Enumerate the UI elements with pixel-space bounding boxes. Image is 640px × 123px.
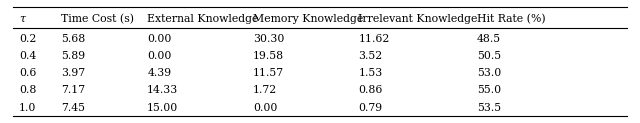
Text: Irrelevant Knowledge: Irrelevant Knowledge [358, 14, 478, 24]
Text: 48.5: 48.5 [477, 34, 501, 44]
Text: 4.39: 4.39 [147, 68, 172, 78]
Text: Memory Knowledge: Memory Knowledge [253, 14, 363, 24]
Text: 30.30: 30.30 [253, 34, 284, 44]
Text: Hit Rate (%): Hit Rate (%) [477, 14, 545, 24]
Text: 14.33: 14.33 [147, 85, 179, 95]
Text: External Knowledge: External Knowledge [147, 14, 259, 24]
Text: 50.5: 50.5 [477, 51, 501, 61]
Text: 19.58: 19.58 [253, 51, 284, 61]
Text: 53.5: 53.5 [477, 103, 501, 113]
Text: 0.8: 0.8 [19, 85, 36, 95]
Text: 1.0: 1.0 [19, 103, 36, 113]
Text: 5.89: 5.89 [61, 51, 85, 61]
Text: 7.45: 7.45 [61, 103, 84, 113]
Text: 3.97: 3.97 [61, 68, 85, 78]
Text: 53.0: 53.0 [477, 68, 501, 78]
Text: 0.00: 0.00 [147, 34, 172, 44]
Text: 15.00: 15.00 [147, 103, 179, 113]
Text: 0.2: 0.2 [19, 34, 36, 44]
Text: 0.00: 0.00 [147, 51, 172, 61]
Text: 0.6: 0.6 [19, 68, 36, 78]
Text: 55.0: 55.0 [477, 85, 501, 95]
Text: 0.86: 0.86 [358, 85, 383, 95]
Text: 5.68: 5.68 [61, 34, 85, 44]
Text: 0.4: 0.4 [19, 51, 36, 61]
Text: 1.53: 1.53 [358, 68, 383, 78]
Text: 11.62: 11.62 [358, 34, 390, 44]
Text: 11.57: 11.57 [253, 68, 284, 78]
Text: Time Cost (s): Time Cost (s) [61, 14, 134, 24]
Text: 1.72: 1.72 [253, 85, 277, 95]
Text: 3.52: 3.52 [358, 51, 383, 61]
Text: 0.79: 0.79 [358, 103, 383, 113]
Text: 0.00: 0.00 [253, 103, 277, 113]
Text: τ: τ [19, 14, 25, 24]
Text: 7.17: 7.17 [61, 85, 85, 95]
